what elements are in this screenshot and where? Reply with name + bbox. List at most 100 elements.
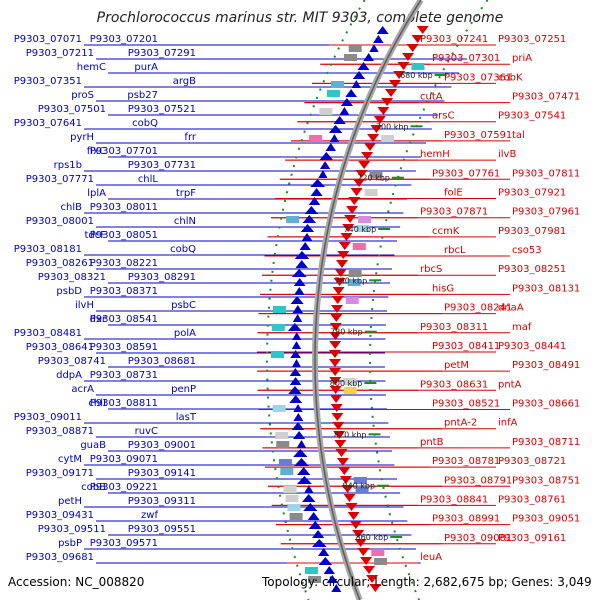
reverse-gene-arrow	[345, 503, 358, 511]
forward-feature-block	[280, 468, 294, 475]
reverse-gene-arrow	[333, 278, 346, 286]
reverse-feature-block	[348, 270, 362, 277]
forward-gene-arrow	[290, 350, 301, 358]
reverse-gene-arrow	[416, 26, 429, 34]
forward-gene-arrow	[293, 449, 308, 457]
forward-gene-arrow	[295, 260, 308, 268]
reverse-gene-arrow	[350, 188, 363, 196]
forward-gene-arrow	[352, 71, 366, 79]
gene-label: maf	[512, 322, 532, 333]
gene-label: P9303_07201	[90, 34, 158, 45]
forward-gene-arrow	[312, 530, 325, 538]
forward-gene-arrow	[302, 215, 317, 223]
forward-gene-arrow	[289, 368, 302, 376]
gene-label: zwf	[141, 510, 158, 521]
gene-label: ilvH	[75, 300, 94, 311]
forward-gene-arrow	[297, 467, 311, 475]
forward-gene-arrow	[339, 107, 350, 115]
forward-gene-arrow	[292, 314, 303, 322]
forward-gene-arrow	[299, 242, 311, 250]
gene-label: pyrH	[70, 132, 94, 143]
reverse-feature-block	[411, 63, 425, 70]
gene-label: rps1b	[54, 160, 82, 171]
reverse-gene-arrow	[364, 143, 376, 151]
scale-label: 720 kbp	[357, 174, 390, 183]
reverse-gene-arrow	[335, 449, 348, 457]
reverse-feature-block	[347, 279, 361, 286]
reverse-feature-block	[345, 297, 359, 304]
forward-gene-arrow	[369, 44, 379, 52]
reverse-gene-arrow	[411, 35, 424, 43]
forward-gene-arrow	[292, 305, 303, 313]
reverse-gene-arrow	[334, 440, 347, 448]
forward-gene-arrow	[304, 206, 319, 214]
reverse-gene-arrow	[336, 260, 348, 268]
gene-label: P9303_09161	[498, 533, 566, 544]
gene-label: cobK	[498, 72, 523, 83]
gene-label: lplA	[87, 188, 106, 199]
forward-gene-arrow	[319, 161, 331, 169]
gene-label: P9303_07871	[420, 207, 488, 218]
gene-label: P9303_08741	[38, 356, 106, 367]
reverse-gene-arrow	[331, 413, 344, 421]
forward-gene-arrow	[307, 512, 320, 520]
gene-label: P9303_08841	[420, 494, 488, 505]
reverse-gene-arrow	[397, 62, 410, 70]
forward-feature-block	[287, 504, 301, 511]
gene-label: rbcS	[420, 264, 442, 275]
reverse-feature-block	[358, 216, 372, 223]
reverse-gene-arrow	[343, 494, 356, 502]
gene-label: P9303_07811	[512, 168, 580, 179]
forward-feature-block	[327, 90, 340, 97]
forward-gene-arrow	[301, 233, 313, 241]
gene-label: tdcF	[84, 230, 106, 241]
forward-strand-features	[271, 26, 389, 592]
gene-label: P9303_08131	[512, 283, 580, 294]
forward-gene-arrow	[292, 332, 302, 340]
forward-feature-block	[319, 108, 333, 115]
forward-gene-arrow	[294, 458, 309, 466]
forward-feature-block	[309, 135, 323, 142]
gene-label: P9303_09051	[512, 514, 580, 525]
gene-label: P9303_08641	[26, 342, 94, 353]
gene-label: chlI	[88, 398, 106, 409]
reverse-gene-arrow	[352, 530, 365, 538]
forward-feature-block	[308, 576, 322, 583]
gene-label: P9303_07241	[420, 34, 488, 45]
reverse-gene-arrow	[406, 44, 419, 52]
gene-label: petM	[444, 360, 469, 371]
reverse-gene-arrow	[329, 350, 341, 358]
reverse-gene-arrow	[329, 323, 342, 331]
forward-gene-arrow	[373, 35, 384, 43]
forward-gene-arrow	[308, 197, 321, 205]
gene-label: infA	[498, 418, 518, 429]
gene-label: P9303_07761	[432, 168, 500, 179]
gene-label: ddpA	[56, 370, 82, 381]
gene-label: P9303_09311	[128, 496, 196, 507]
gene-label: trpF	[176, 188, 196, 199]
gene-label: P9303_09221	[90, 482, 158, 493]
gene-label: P9303_08011	[90, 202, 158, 213]
gene-label: cobQ	[132, 118, 158, 129]
gene-label: P9303_07591	[444, 130, 512, 141]
gene-label: P9303_08181	[14, 244, 82, 255]
scale-label: 700 kbp	[376, 122, 409, 131]
reverse-feature-block	[355, 486, 369, 493]
forward-feature-block	[285, 495, 299, 502]
gene-label: P9303_08541	[90, 314, 158, 325]
forward-gene-arrow	[289, 377, 302, 385]
gene-label: hemH	[420, 149, 450, 160]
gene-label: P9303_07771	[26, 174, 94, 185]
forward-feature-block	[286, 216, 300, 223]
reverse-gene-arrow	[348, 197, 361, 205]
scale-ticks	[364, 74, 447, 538]
gene-label: P9303_08241	[444, 303, 512, 314]
reverse-gene-arrow	[329, 377, 342, 385]
gene-label: cobB	[81, 482, 106, 493]
gene-label: pntA	[498, 379, 522, 390]
forward-gene-arrow	[291, 269, 307, 277]
reverse-gene-arrow	[367, 134, 380, 142]
gene-label: P9303_07361	[444, 72, 512, 83]
reverse-feature-block	[343, 387, 357, 394]
gene-label: P9303_08711	[512, 437, 580, 448]
